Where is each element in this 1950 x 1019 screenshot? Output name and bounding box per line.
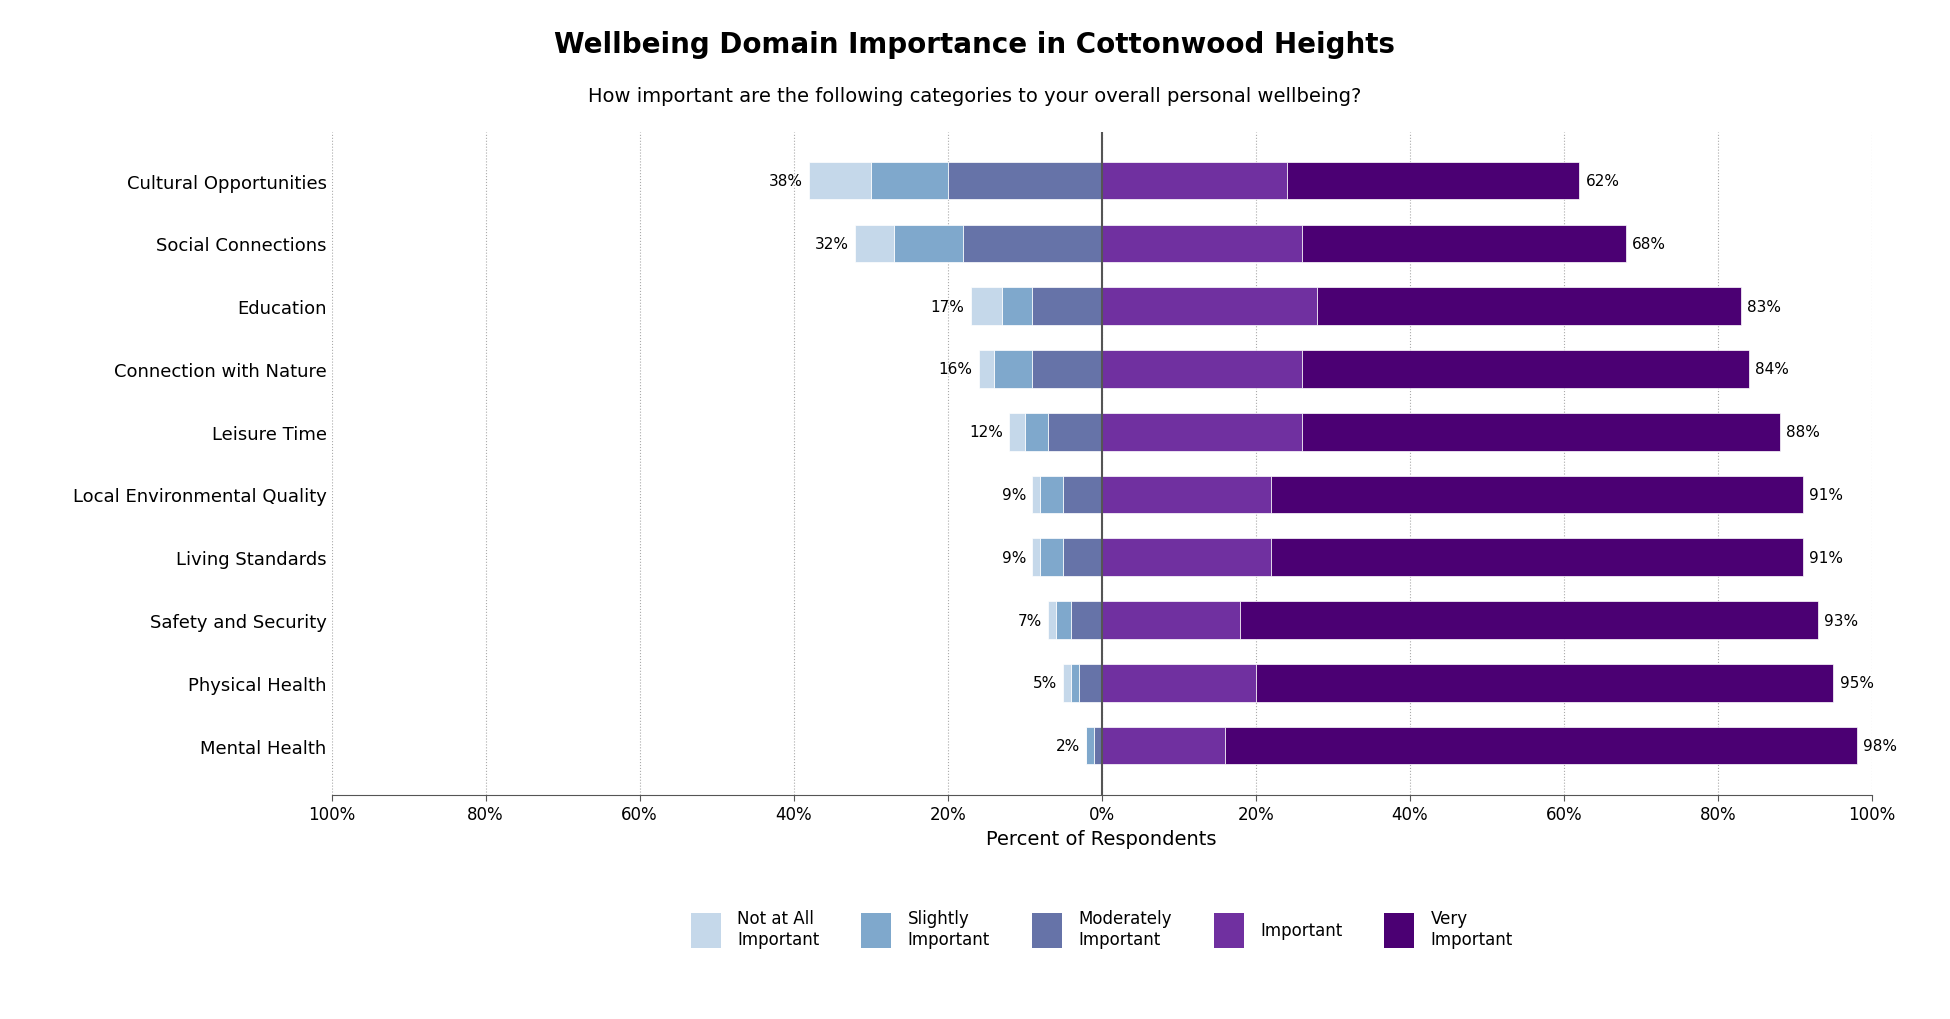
Bar — [1086, 728, 1094, 764]
Bar — [1102, 225, 1303, 263]
Bar — [1032, 476, 1039, 514]
Bar — [1287, 163, 1580, 200]
Bar — [1303, 414, 1780, 451]
Bar — [1102, 539, 1271, 577]
Text: Wellbeing Domain Importance in Cottonwood Heights: Wellbeing Domain Importance in Cottonwoo… — [554, 31, 1396, 58]
Bar — [1225, 728, 1856, 764]
Bar — [1032, 288, 1102, 326]
Bar — [1102, 288, 1318, 326]
Bar — [1032, 351, 1102, 388]
Text: 5%: 5% — [1034, 676, 1057, 691]
Bar — [809, 163, 870, 200]
Bar — [1094, 728, 1102, 764]
Text: 38%: 38% — [768, 174, 803, 189]
Text: 91%: 91% — [1810, 487, 1843, 502]
Text: 83%: 83% — [1747, 300, 1780, 314]
Bar — [1303, 225, 1626, 263]
Text: 17%: 17% — [930, 300, 965, 314]
Bar — [1010, 414, 1026, 451]
Legend: Not at All
Important, Slightly
Important, Moderately
Important, Important, Very
: Not at All Important, Slightly Important… — [684, 903, 1519, 955]
Text: 88%: 88% — [1786, 425, 1819, 440]
Bar — [1032, 539, 1039, 577]
Text: 95%: 95% — [1839, 676, 1874, 691]
Text: 93%: 93% — [1825, 613, 1858, 628]
Text: 84%: 84% — [1755, 362, 1788, 377]
Text: 9%: 9% — [1002, 550, 1026, 566]
Bar — [994, 351, 1032, 388]
Bar — [1102, 414, 1303, 451]
Bar — [1039, 476, 1063, 514]
Text: 12%: 12% — [969, 425, 1002, 440]
Text: 68%: 68% — [1632, 236, 1665, 252]
X-axis label: Percent of Respondents: Percent of Respondents — [987, 828, 1217, 848]
Bar — [1102, 476, 1271, 514]
Bar — [1063, 476, 1102, 514]
Text: 91%: 91% — [1810, 550, 1843, 566]
Bar — [1026, 414, 1047, 451]
Bar — [1240, 601, 1817, 639]
Bar — [1102, 728, 1225, 764]
Bar — [1271, 539, 1802, 577]
Bar — [1318, 288, 1741, 326]
Bar — [1102, 664, 1256, 702]
Bar — [963, 225, 1102, 263]
Text: 2%: 2% — [1057, 739, 1080, 753]
Bar — [979, 351, 994, 388]
Bar — [1063, 539, 1102, 577]
Bar — [1102, 163, 1287, 200]
Bar — [1071, 664, 1078, 702]
Bar — [893, 225, 963, 263]
Bar — [1039, 539, 1063, 577]
Bar — [1102, 601, 1240, 639]
Bar — [1047, 414, 1102, 451]
Bar — [1271, 476, 1802, 514]
Bar — [1102, 351, 1303, 388]
Bar — [1078, 664, 1102, 702]
Text: 9%: 9% — [1002, 487, 1026, 502]
Bar — [1071, 601, 1102, 639]
Bar — [1047, 601, 1055, 639]
Bar — [1063, 664, 1071, 702]
Bar — [971, 288, 1002, 326]
Bar — [1303, 351, 1749, 388]
Bar — [870, 163, 948, 200]
Text: 32%: 32% — [815, 236, 848, 252]
Text: 16%: 16% — [938, 362, 973, 377]
Bar — [1002, 288, 1032, 326]
Text: 62%: 62% — [1585, 174, 1618, 189]
Bar — [1055, 601, 1071, 639]
Bar — [948, 163, 1102, 200]
Bar — [856, 225, 893, 263]
Bar — [1256, 664, 1833, 702]
Text: How important are the following categories to your overall personal wellbeing?: How important are the following categori… — [589, 87, 1361, 106]
Text: 98%: 98% — [1862, 739, 1897, 753]
Text: 7%: 7% — [1018, 613, 1041, 628]
